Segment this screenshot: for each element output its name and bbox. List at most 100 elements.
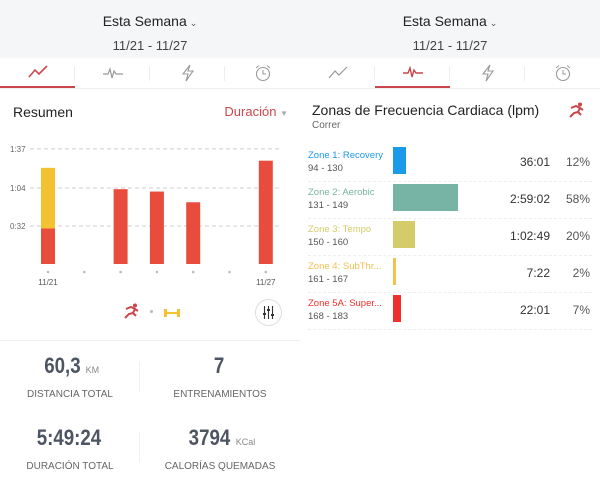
y-tick-label: 0:32 (10, 222, 26, 231)
zone-name: Zone 3: Tempo (308, 224, 372, 235)
zone-row: Zone 3: Tempo 150 - 160 1:02:49 20% (308, 219, 592, 256)
tab-heart-rate[interactable] (375, 58, 450, 88)
bar-segment (41, 228, 55, 264)
caret-down-icon: ▼ (280, 109, 288, 118)
tab-power[interactable] (450, 58, 525, 88)
stat-value: 60,3 (44, 353, 81, 378)
chevron-down-icon[interactable]: ⌄ (189, 18, 198, 28)
stat-unit: KCal (235, 437, 256, 447)
stat-distance: 60,3 KM DISTANCIA TOTAL (0, 353, 140, 400)
zone-bar (393, 184, 458, 211)
runner-icon[interactable] (123, 303, 141, 319)
alarm-clock-icon (255, 65, 270, 82)
divider (139, 362, 140, 392)
zone-percent: 20% (565, 229, 590, 243)
zone-name: Zone 2: Aerobic (308, 187, 375, 198)
zone-name: Zone 5A: Super... (308, 298, 382, 309)
tab-heart-rate[interactable] (75, 58, 150, 88)
zone-name: Zone 4: SubThr... (308, 261, 382, 272)
bar-segment (149, 191, 164, 264)
y-tick-label: 1:04 (10, 184, 26, 193)
metric-dropdown[interactable]: Duración ▼ (224, 104, 288, 119)
separator-dot (150, 310, 154, 313)
zone-range: 150 - 160 (308, 237, 349, 248)
tab-power[interactable] (150, 58, 225, 88)
zone-time: 22:01 (519, 303, 550, 317)
stat-unit: KM (85, 365, 100, 375)
tab-summary[interactable] (300, 58, 375, 88)
zone-time: 1:02:49 (509, 229, 550, 243)
tab-summary[interactable] (0, 58, 75, 88)
zone-row: Zone 1: Recovery 94 - 130 36:01 12% (308, 145, 592, 182)
stat-value: 7 (213, 353, 225, 378)
stat-value: 3794 (188, 425, 231, 450)
tab-bar (300, 58, 600, 89)
stat-value: 5:49:24 (36, 425, 102, 450)
trend-line-icon (328, 66, 347, 79)
dumbbell-icon[interactable] (163, 307, 181, 319)
zone-time: 7:22 (526, 266, 550, 280)
filter-settings-button[interactable] (255, 299, 282, 326)
zone-bar (393, 147, 407, 174)
zone-bar (393, 295, 401, 322)
week-selector[interactable]: Esta Semana ⌄ 11/21 - 11/27 (0, 0, 300, 58)
x-tick-label: 11/21 (38, 278, 58, 285)
zone-bar (393, 221, 416, 248)
x-tick-dot (228, 270, 231, 274)
tab-time[interactable] (225, 58, 300, 88)
x-tick-dot (119, 270, 122, 274)
alarm-clock-icon (555, 65, 570, 82)
week-title[interactable]: Esta Semana (402, 13, 487, 29)
week-selector[interactable]: Esta Semana ⌄ 11/21 - 11/27 (300, 0, 600, 58)
duration-chart: 0:32 1:04 1:37 11/21 11/27 (10, 145, 282, 285)
tab-bar (0, 58, 300, 89)
sliders-icon (263, 306, 274, 319)
bar-segment (186, 202, 201, 264)
zone-row: Zone 2: Aerobic 131 - 149 2:59:02 58% (308, 182, 592, 219)
bar-segment (113, 189, 128, 264)
activity-filter[interactable] (123, 303, 181, 324)
activity-subtitle: Correr (312, 120, 341, 131)
trend-line-icon (27, 65, 48, 78)
zone-time: 36:01 (519, 155, 550, 169)
stat-label: DURACIÓN TOTAL (26, 461, 114, 472)
date-range: 11/21 - 11/27 (412, 38, 488, 53)
x-tick-dot (264, 270, 268, 274)
divider (0, 340, 300, 341)
zone-range: 131 - 149 (308, 200, 349, 211)
metric-dropdown-label: Duración (224, 104, 277, 119)
zone-time: 2:59:02 (509, 192, 550, 206)
zone-range: 168 - 183 (308, 311, 349, 322)
zone-percent: 58% (565, 192, 590, 206)
x-tick-dot (83, 270, 86, 274)
divider (139, 432, 140, 462)
stat-label: DISTANCIA TOTAL (27, 389, 113, 400)
heartbeat-icon (402, 65, 423, 78)
heart-rate-panel: Esta Semana ⌄ 11/21 - 11/27 Zonas de Frec… (300, 0, 600, 486)
zone-bar (393, 258, 396, 285)
stat-duration: 5:49:24 DURACIÓN TOTAL (0, 425, 140, 472)
bar-segment (258, 160, 273, 264)
heartbeat-icon (102, 66, 123, 79)
lightning-icon (181, 64, 194, 82)
stat-label: ENTRENAMIENTOS (173, 389, 267, 400)
bar-segment (41, 167, 55, 229)
stat-workouts: 7 ENTRENAMIENTOS (150, 353, 290, 400)
date-range: 11/21 - 11/27 (112, 38, 188, 53)
zone-percent: 7% (572, 303, 590, 317)
lightning-icon (481, 64, 494, 82)
section-title: Resumen (13, 104, 73, 120)
runner-icon[interactable] (568, 102, 586, 118)
x-tick-dot (46, 270, 50, 274)
week-title[interactable]: Esta Semana (102, 13, 187, 29)
tab-time[interactable] (525, 58, 600, 88)
chevron-down-icon[interactable]: ⌄ (489, 18, 498, 28)
stat-label: CALORÍAS QUEMADAS (164, 461, 276, 472)
zone-range: 161 - 167 (308, 274, 349, 285)
x-tick-dot (155, 270, 159, 274)
zone-range: 94 - 130 (308, 163, 343, 174)
zone-percent: 2% (572, 266, 590, 280)
zone-percent: 12% (565, 155, 590, 169)
y-tick-label: 1:37 (10, 145, 26, 154)
zone-row: Zone 5A: Super... 168 - 183 22:01 7% (308, 293, 592, 330)
